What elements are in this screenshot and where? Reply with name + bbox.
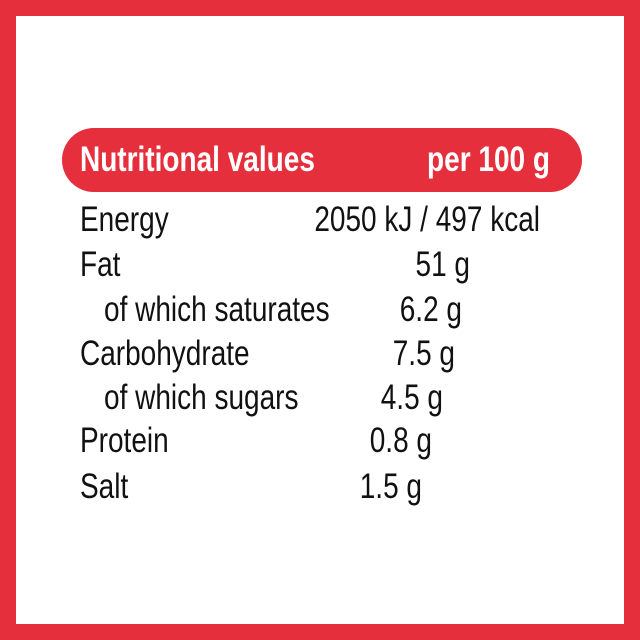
- row-value: 4.5 g: [381, 377, 443, 417]
- header-bar: [62, 128, 582, 192]
- table: Nutritional values per 100 g Energy 2050 kJ…: [80, 139, 550, 506]
- header-per: per 100 g: [427, 139, 550, 179]
- row-value: 7.5 g: [393, 333, 455, 373]
- row-label: of which saturates: [104, 289, 330, 329]
- row-label: Energy: [80, 199, 169, 239]
- row-value: 6.2 g: [400, 289, 462, 329]
- row-label: Carbohydrate: [80, 333, 250, 373]
- panel: [16, 16, 624, 624]
- row-value: 1.5 g: [360, 466, 422, 506]
- header-title: Nutritional values: [80, 139, 315, 179]
- row-value: 51 g: [416, 244, 470, 284]
- row-value: 0.8 g: [370, 420, 432, 460]
- row-label: Fat: [80, 244, 121, 284]
- row-label: Protein: [80, 420, 169, 460]
- row-value: 2050 kJ / 497 kcal: [314, 199, 540, 239]
- row-label: Salt: [80, 466, 128, 506]
- row-label: of which sugars: [104, 377, 299, 417]
